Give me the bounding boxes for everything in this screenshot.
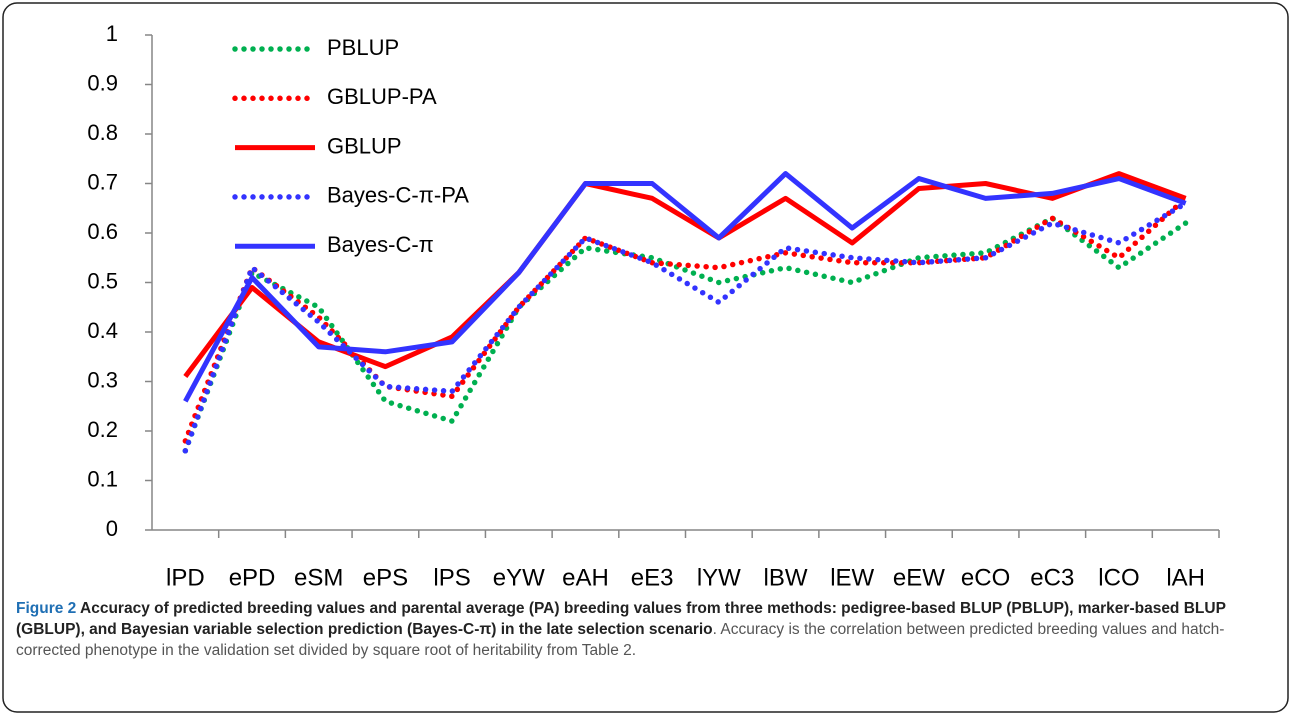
legend-label: PBLUP — [327, 35, 399, 60]
caption: Figure 2 Accuracy of predicted breeding … — [16, 598, 1278, 661]
x-tick-label: eSM — [294, 564, 343, 591]
x-tick-label: eCO — [961, 564, 1010, 591]
x-tick-label: eAH — [562, 564, 609, 591]
y-tick-label: 0 — [106, 516, 118, 541]
caption-text: . Accuracy is the correlation between pr… — [16, 621, 1225, 659]
legend-label: GBLUP — [327, 133, 402, 158]
legend-label: Bayes-C-π — [327, 232, 434, 257]
y-tick-label: 0.2 — [87, 417, 118, 442]
series-line — [182, 200, 1189, 454]
legend-label: GBLUP-PA — [327, 84, 437, 109]
x-tick-label: lEW — [830, 564, 874, 591]
x-tick-label: eC3 — [1030, 564, 1074, 591]
y-tick-label: 0.1 — [87, 466, 118, 491]
series-line — [183, 171, 1187, 379]
x-tick-label: eYW — [493, 564, 545, 591]
y-tick-label: 0.9 — [87, 70, 118, 95]
caption-label: Figure 2 — [16, 600, 77, 617]
series-line — [183, 171, 1187, 403]
x-tick-label: lYW — [697, 564, 741, 591]
x-tick-label: lPS — [433, 564, 470, 591]
y-tick-label: 0.4 — [87, 318, 118, 343]
x-tick-label: lBW — [764, 564, 808, 591]
y-tick-label: 0.6 — [87, 219, 118, 244]
legend-label: Bayes-C-π-PA — [327, 183, 469, 208]
x-tick-label: lPD — [166, 564, 205, 591]
x-tick-label: ePD — [229, 564, 276, 591]
y-tick-label: 0.8 — [87, 120, 118, 145]
x-tick-label: ePS — [363, 564, 408, 591]
x-tick-label: eEW — [893, 564, 945, 591]
x-tick-label: eE3 — [631, 564, 674, 591]
y-tick-label: 0.5 — [87, 268, 118, 293]
x-tick-label: lCO — [1098, 564, 1139, 591]
y-tick-label: 0.3 — [87, 367, 118, 392]
caption-title: Accuracy of predicted breeding values an… — [16, 600, 1226, 638]
y-tick-label: 0.7 — [87, 169, 118, 194]
y-tick-label: 1 — [106, 21, 118, 46]
x-tick-label: lAH — [1166, 564, 1205, 591]
